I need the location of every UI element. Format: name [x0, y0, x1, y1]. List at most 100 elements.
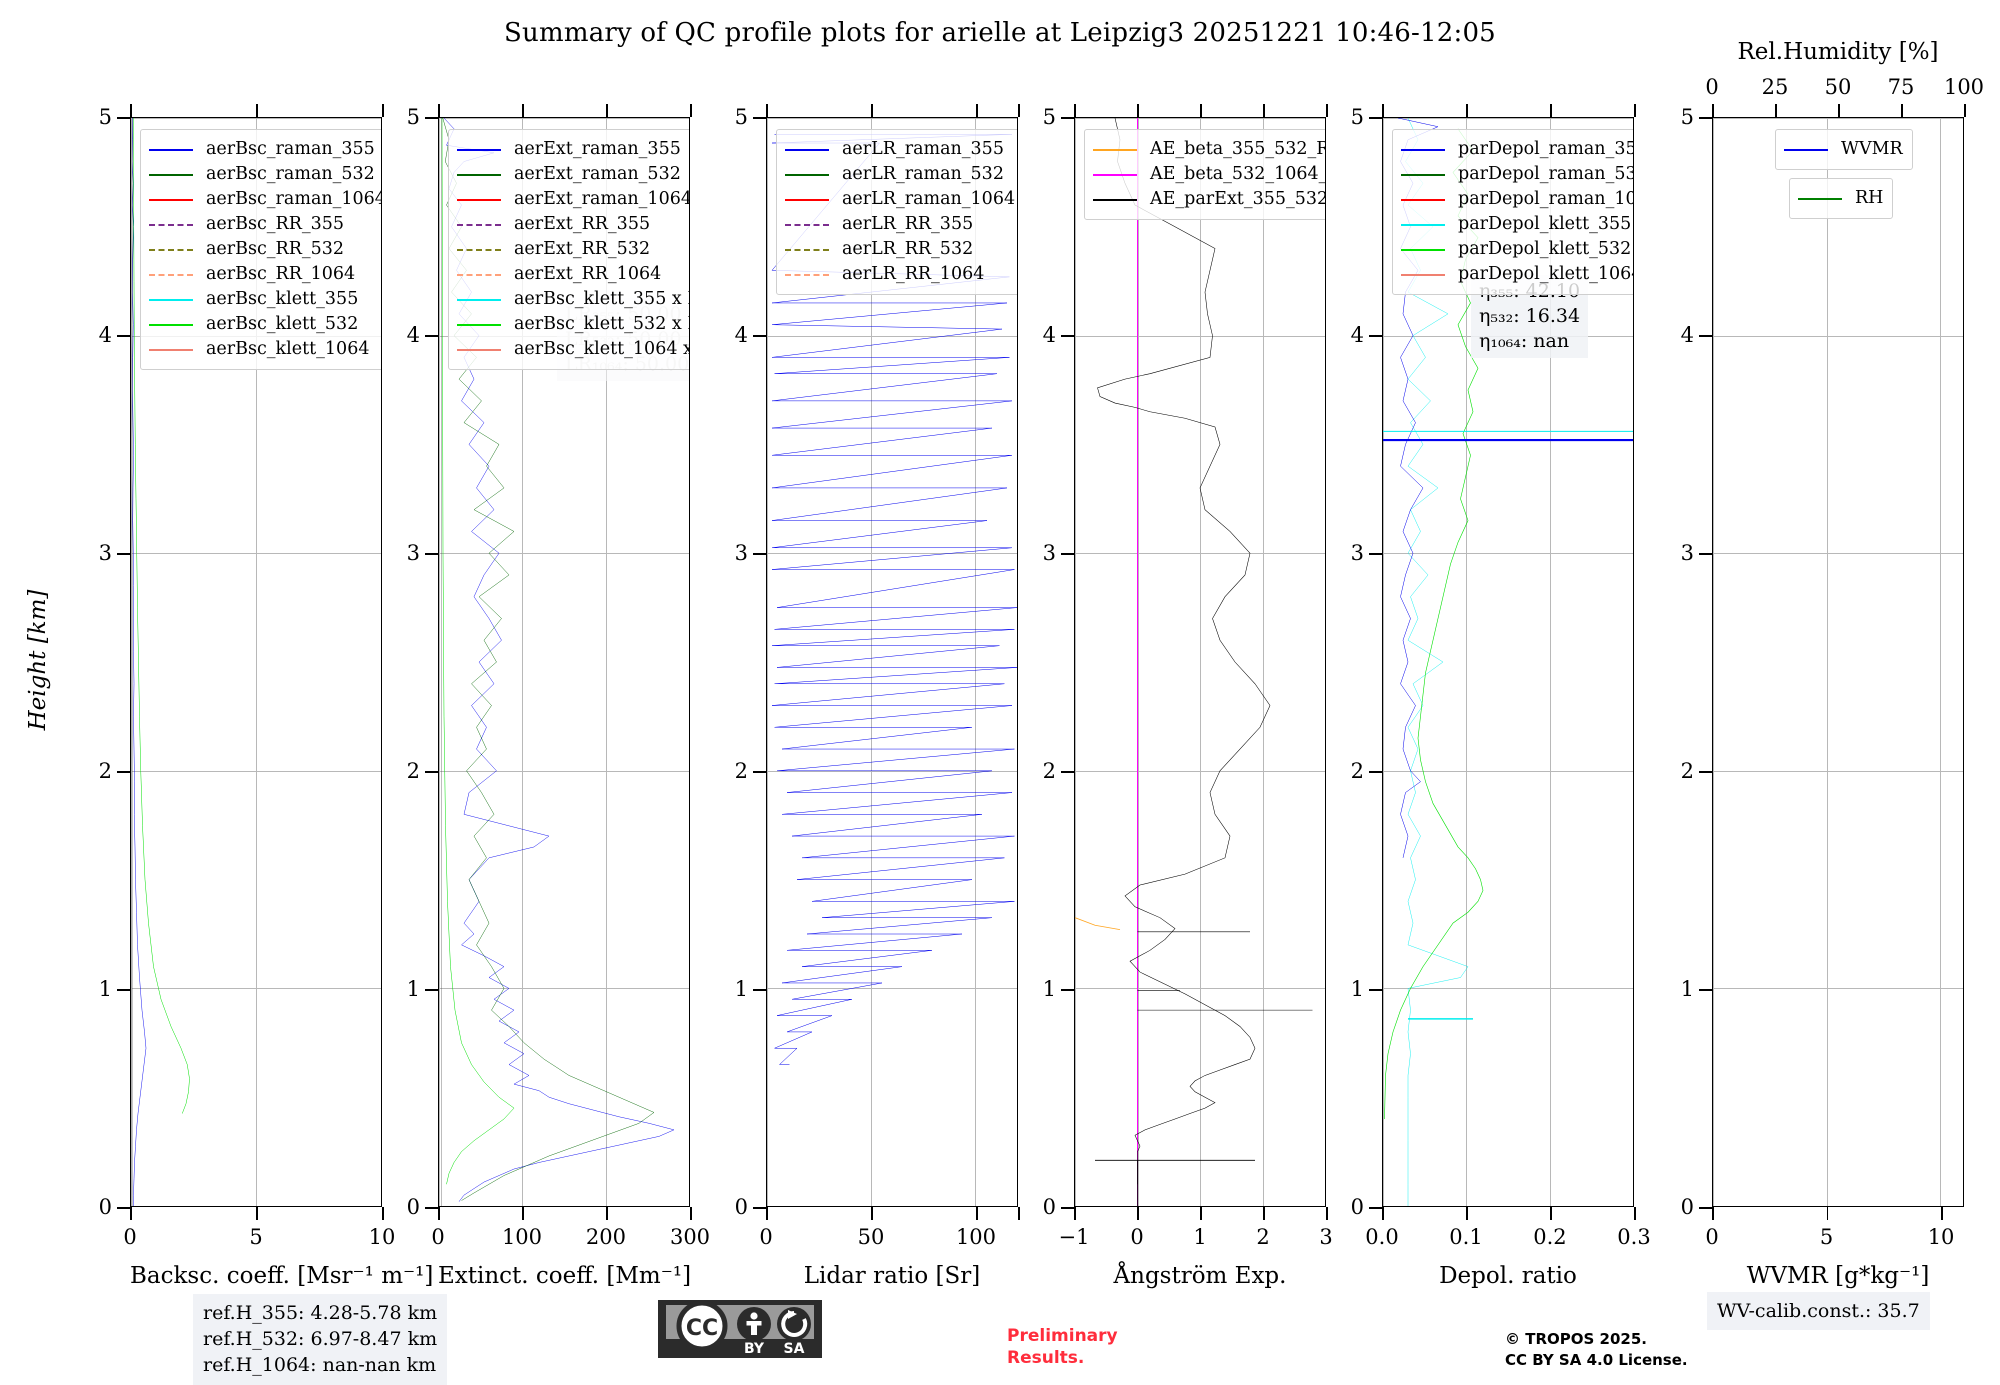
legend-label: aerBsc_raman_1064	[206, 188, 382, 209]
rh-tick-label: 75	[1887, 75, 1915, 99]
rh-axis-title: Rel.Humidity [%]	[1737, 39, 1939, 65]
legend-item[interactable]: parDepol_raman_1064	[1401, 187, 1633, 212]
legend-label: parDepol_klett_1064	[1458, 263, 1634, 284]
legend-item[interactable]: aerExt_RR_1064	[457, 262, 689, 287]
legend-item[interactable]: parDepol_klett_532	[1401, 237, 1633, 262]
legend-swatch-aerext-raman-355	[457, 148, 501, 151]
legend-item[interactable]: aerBsc_RR_532	[149, 237, 381, 262]
y-tick-label: 1	[1680, 977, 1694, 1001]
legend-label: aerExt_RR_532	[514, 238, 651, 259]
legend-item[interactable]: aerLR_raman_1064	[785, 187, 1015, 212]
x-tick-label: 100	[501, 1225, 543, 1249]
legend-swatch-aerext-rr-1064	[457, 273, 501, 276]
legend-wvmr[interactable]: WVMR	[1775, 129, 1913, 170]
legend-item[interactable]: aerBsc_klett_1064	[149, 337, 381, 362]
legend-item[interactable]: aerBsc_RR_1064	[149, 262, 381, 287]
legend-swatch-aerbsc-klett-355-lr	[457, 298, 501, 301]
legend-item[interactable]: aerExt_raman_532	[457, 162, 689, 187]
legend-item[interactable]: parDepol_raman_355	[1401, 137, 1633, 162]
ref-height-line: ref.H_355: 4.28-5.78 km	[203, 1302, 438, 1324]
y-tick-label: 2	[406, 759, 420, 783]
legend-swatch-aerbsc-rr-355	[149, 223, 193, 226]
legend-label: aerBsc_klett_1064	[206, 338, 370, 359]
legend-item[interactable]: aerLR_RR_532	[785, 237, 1015, 262]
y-tick-label: 3	[98, 541, 112, 565]
legend-item[interactable]: aerLR_raman_532	[785, 162, 1015, 187]
legend-item[interactable]: aerExt_RR_532	[457, 237, 689, 262]
legend-swatch-aerext-raman-532	[457, 173, 501, 176]
rh-tick-label: 25	[1761, 75, 1789, 99]
legend-label: aerBsc_klett_355	[206, 288, 359, 309]
legend-item[interactable]: RH	[1798, 186, 1883, 211]
y-tick-label: 5	[1350, 105, 1364, 129]
x-tick-label: 300	[669, 1225, 711, 1249]
legend-swatch-aerlr-rr-355	[785, 223, 829, 226]
legend-label: aerLR_raman_355	[842, 138, 1004, 159]
legend-item[interactable]: AE_beta_532_1064_Raman	[1093, 162, 1325, 187]
x-tick-label: 100	[955, 1225, 997, 1249]
legend-swatch-pardepol-raman-532	[1401, 173, 1445, 176]
legend-depolarization[interactable]: parDepol_raman_355 parDepol_raman_532 pa…	[1392, 129, 1634, 295]
legend-item[interactable]: aerBsc_klett_355 x LR	[457, 287, 689, 312]
legend-swatch-aerlr-rr-1064	[785, 273, 829, 276]
credit-line: © TROPOS 2025.	[1505, 1330, 1647, 1348]
legend-label: aerLR_RR_355	[842, 213, 974, 234]
legend-extinction[interactable]: aerExt_raman_355 aerExt_raman_532 aerExt…	[448, 129, 689, 370]
legend-swatch-aerext-rr-532	[457, 248, 501, 251]
x-tick-label: 0	[759, 1225, 773, 1249]
plot-area-lidar-ratio: aerLR_raman_355 aerLR_raman_532 aerLR_ra…	[766, 117, 1018, 1207]
legend-swatch-aerbsc-raman-1064	[149, 198, 193, 201]
legend-angstrom[interactable]: AE_beta_355_532_Raman AE_beta_532_1064_R…	[1084, 129, 1325, 220]
legend-item[interactable]: aerBsc_raman_532	[149, 162, 381, 187]
legend-item[interactable]: aerExt_RR_355	[457, 212, 689, 237]
x-axis-title-lidar-ratio: Lidar ratio [Sr]	[803, 1263, 981, 1289]
legend-item[interactable]: aerBsc_raman_355	[149, 137, 381, 162]
y-tick-label: 2	[1680, 759, 1694, 783]
legend-item[interactable]: aerBsc_klett_532	[149, 312, 381, 337]
legend-rh[interactable]: RH	[1789, 178, 1894, 219]
legend-item[interactable]: AE_beta_355_532_Raman	[1093, 137, 1325, 162]
legend-item[interactable]: aerLR_RR_355	[785, 212, 1015, 237]
legend-item[interactable]: AE_parExt_355_532_Raman	[1093, 187, 1325, 212]
legend-item[interactable]: aerBsc_RR_355	[149, 212, 381, 237]
x-tick-label: 10	[1927, 1225, 1955, 1249]
legend-swatch-aerbsc-raman-532	[149, 173, 193, 176]
legend-item[interactable]: parDepol_raman_532	[1401, 162, 1633, 187]
x-tick-label: 0.3	[1617, 1225, 1651, 1249]
x-axis-title-angstrom: Ångström Exp.	[1113, 1263, 1287, 1289]
legend-swatch-aerext-raman-1064	[457, 198, 501, 201]
legend-item[interactable]: aerBsc_klett_1064 x LR	[457, 337, 689, 362]
y-tick-label: 3	[406, 541, 420, 565]
legend-swatch-pardepol-raman-1064	[1401, 198, 1445, 201]
legend-item[interactable]: aerLR_raman_355	[785, 137, 1015, 162]
x-axis-title-backscatter: Backsc. coeff. [Msr⁻¹ m⁻¹]	[130, 1263, 434, 1289]
legend-swatch-aerbsc-rr-1064	[149, 273, 193, 276]
plot-area-wvmr: WVMR RH	[1712, 117, 1964, 1207]
cc-license-badge[interactable]: CC BY SA	[658, 1300, 822, 1362]
legend-item[interactable]: aerBsc_raman_1064	[149, 187, 382, 212]
legend-item[interactable]: aerBsc_klett_532 x LR	[457, 312, 689, 337]
ref-height-line: ref.H_1064: nan-nan km	[203, 1354, 437, 1377]
legend-item[interactable]: aerExt_raman_1064	[457, 187, 689, 212]
plot-area-angstrom: AE_beta_355_532_Raman AE_beta_532_1064_R…	[1074, 117, 1326, 1207]
legend-lidar-ratio[interactable]: aerLR_raman_355 aerLR_raman_532 aerLR_ra…	[776, 129, 1017, 295]
legend-label: aerBsc_RR_1064	[206, 263, 356, 284]
legend-item[interactable]: WVMR	[1784, 137, 1903, 162]
y-tick-label: 5	[98, 105, 112, 129]
curves-wvmr	[1713, 118, 1963, 1206]
y-tick-label: 4	[1350, 323, 1364, 347]
legend-backscatter[interactable]: aerBsc_raman_355 aerBsc_raman_532 aerBsc…	[140, 129, 382, 370]
y-tick-label: 1	[98, 977, 112, 1001]
legend-label: aerLR_RR_1064	[842, 263, 985, 284]
legend-item[interactable]: aerExt_raman_355	[457, 137, 689, 162]
curves-angstrom	[1075, 118, 1325, 1206]
x-tick-label: 0	[431, 1225, 445, 1249]
preliminary-results-note: Preliminary Results.	[1007, 1325, 1118, 1369]
wv-calib-value: WV-calib.const.: 35.7	[1717, 1300, 1920, 1322]
legend-item[interactable]: aerBsc_klett_355	[149, 287, 381, 312]
legend-item[interactable]: parDepol_klett_355	[1401, 212, 1633, 237]
x-tick-label: 1	[1193, 1225, 1207, 1249]
legend-item[interactable]: parDepol_klett_1064	[1401, 262, 1634, 287]
panel-lidar-ratio: aerLR_raman_355 aerLR_raman_532 aerLR_ra…	[735, 104, 1020, 1289]
legend-item[interactable]: aerLR_RR_1064	[785, 262, 1015, 287]
